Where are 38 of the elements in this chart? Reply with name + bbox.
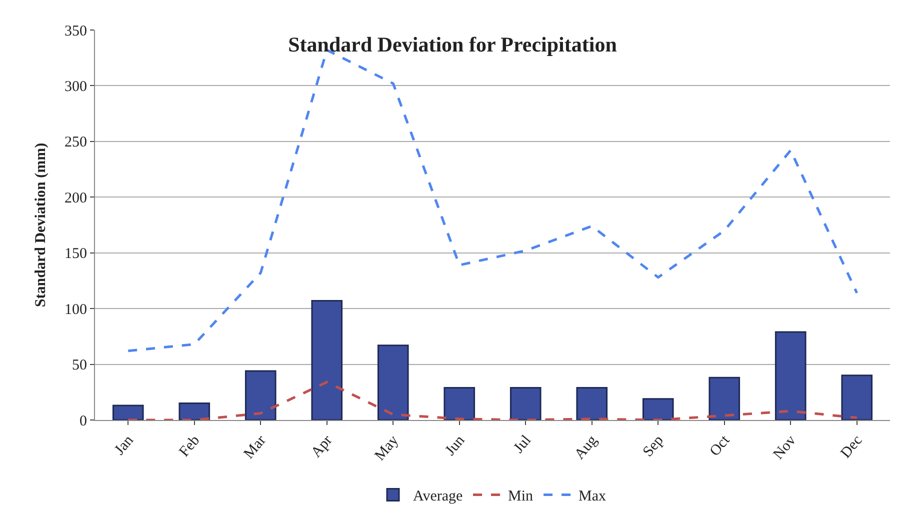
- bar: [576, 386, 608, 420]
- y-tick-label: 250: [64, 134, 87, 151]
- y-tick-label: 150: [64, 246, 87, 262]
- bar: [244, 370, 276, 420]
- bar: [708, 376, 740, 420]
- line-series: [126, 380, 858, 420]
- x-tick-label: Mar: [241, 432, 270, 462]
- y-tick-label: 300: [64, 78, 87, 95]
- y-tick-label: 50: [72, 358, 87, 374]
- bar: [841, 374, 873, 420]
- x-tick-label: Dec: [838, 432, 866, 462]
- chart-title: Standard Deviation for Precipitation: [288, 32, 618, 56]
- x-tick-label: Aug: [572, 432, 602, 463]
- bar: [642, 398, 674, 420]
- x-tick-label: Apr: [308, 432, 336, 461]
- y-tick-label: 350: [64, 23, 87, 40]
- legend-label: Min: [508, 488, 534, 505]
- legend-label: Average: [413, 488, 464, 505]
- x-tick-label: May: [372, 432, 402, 464]
- x-tick-label: Feb: [176, 432, 204, 460]
- y-tick-label: 0: [80, 413, 87, 430]
- bar: [377, 344, 409, 420]
- x-tick-label: Oct: [707, 432, 734, 460]
- legend-label: Max: [578, 488, 607, 505]
- y-tick-label: 100: [64, 302, 87, 318]
- x-tick-label: Nov: [770, 432, 800, 463]
- x-tick-label: Jul: [510, 432, 534, 456]
- bar: [510, 386, 542, 420]
- x-tick-label: Jun: [442, 432, 469, 459]
- y-axis-title: Standard Deviation (mm): [32, 142, 49, 308]
- bar: [444, 386, 476, 420]
- y-tick-label: 200: [64, 190, 87, 206]
- x-tick-label: Sep: [640, 432, 667, 460]
- bar: [774, 331, 806, 420]
- bar: [112, 404, 144, 420]
- x-tick-label: Jan: [112, 432, 138, 458]
- bar: [311, 300, 343, 420]
- bar: [178, 402, 210, 420]
